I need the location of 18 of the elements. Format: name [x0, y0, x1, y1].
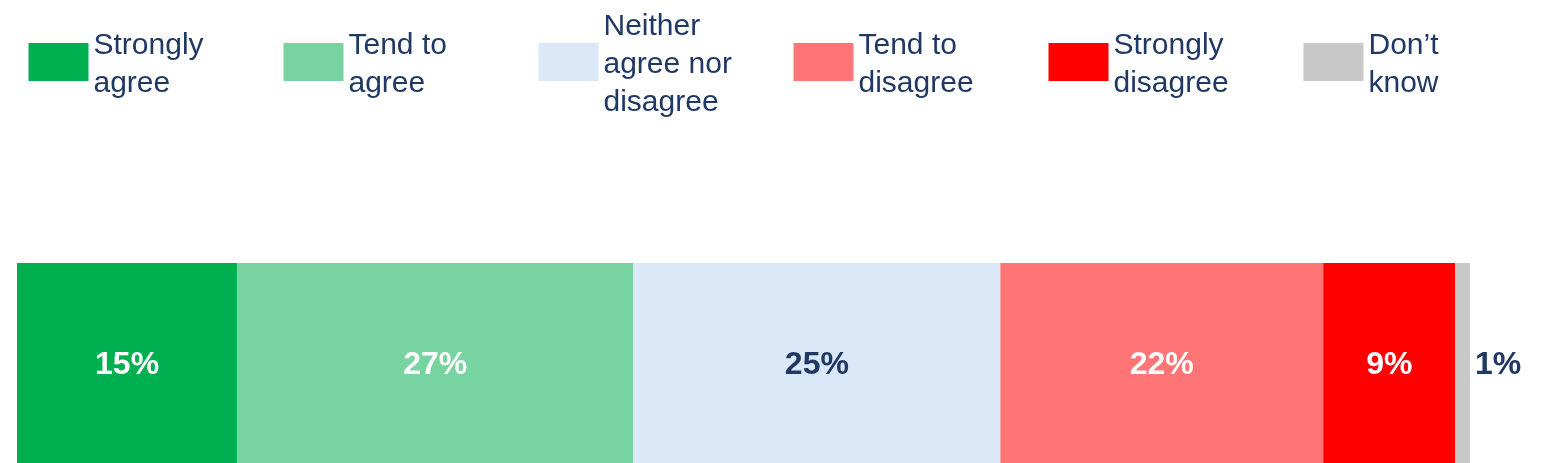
data-label: 25% — [784, 345, 849, 381]
bar — [237, 263, 634, 463]
bar — [1000, 263, 1324, 463]
bar — [17, 263, 238, 463]
legend-label: Strongly disagree — [1113, 26, 1232, 98]
bar — [1323, 263, 1456, 463]
data-label: 15% — [95, 345, 160, 381]
data-label: 22% — [1129, 345, 1194, 381]
legend-label: Tend to agree — [348, 26, 456, 98]
legend-label: Neither agree nor disagree — [603, 7, 741, 117]
legend-label: Tend to disagree — [858, 26, 974, 98]
data-label: 27% — [403, 345, 468, 381]
legend-label: Don’t know — [1368, 26, 1447, 98]
data-label: 9% — [1366, 345, 1413, 381]
legend-label: Strongly agree — [93, 26, 212, 98]
bar — [633, 263, 1001, 463]
data-label: 1% — [1475, 345, 1522, 381]
bar — [1455, 263, 1470, 463]
